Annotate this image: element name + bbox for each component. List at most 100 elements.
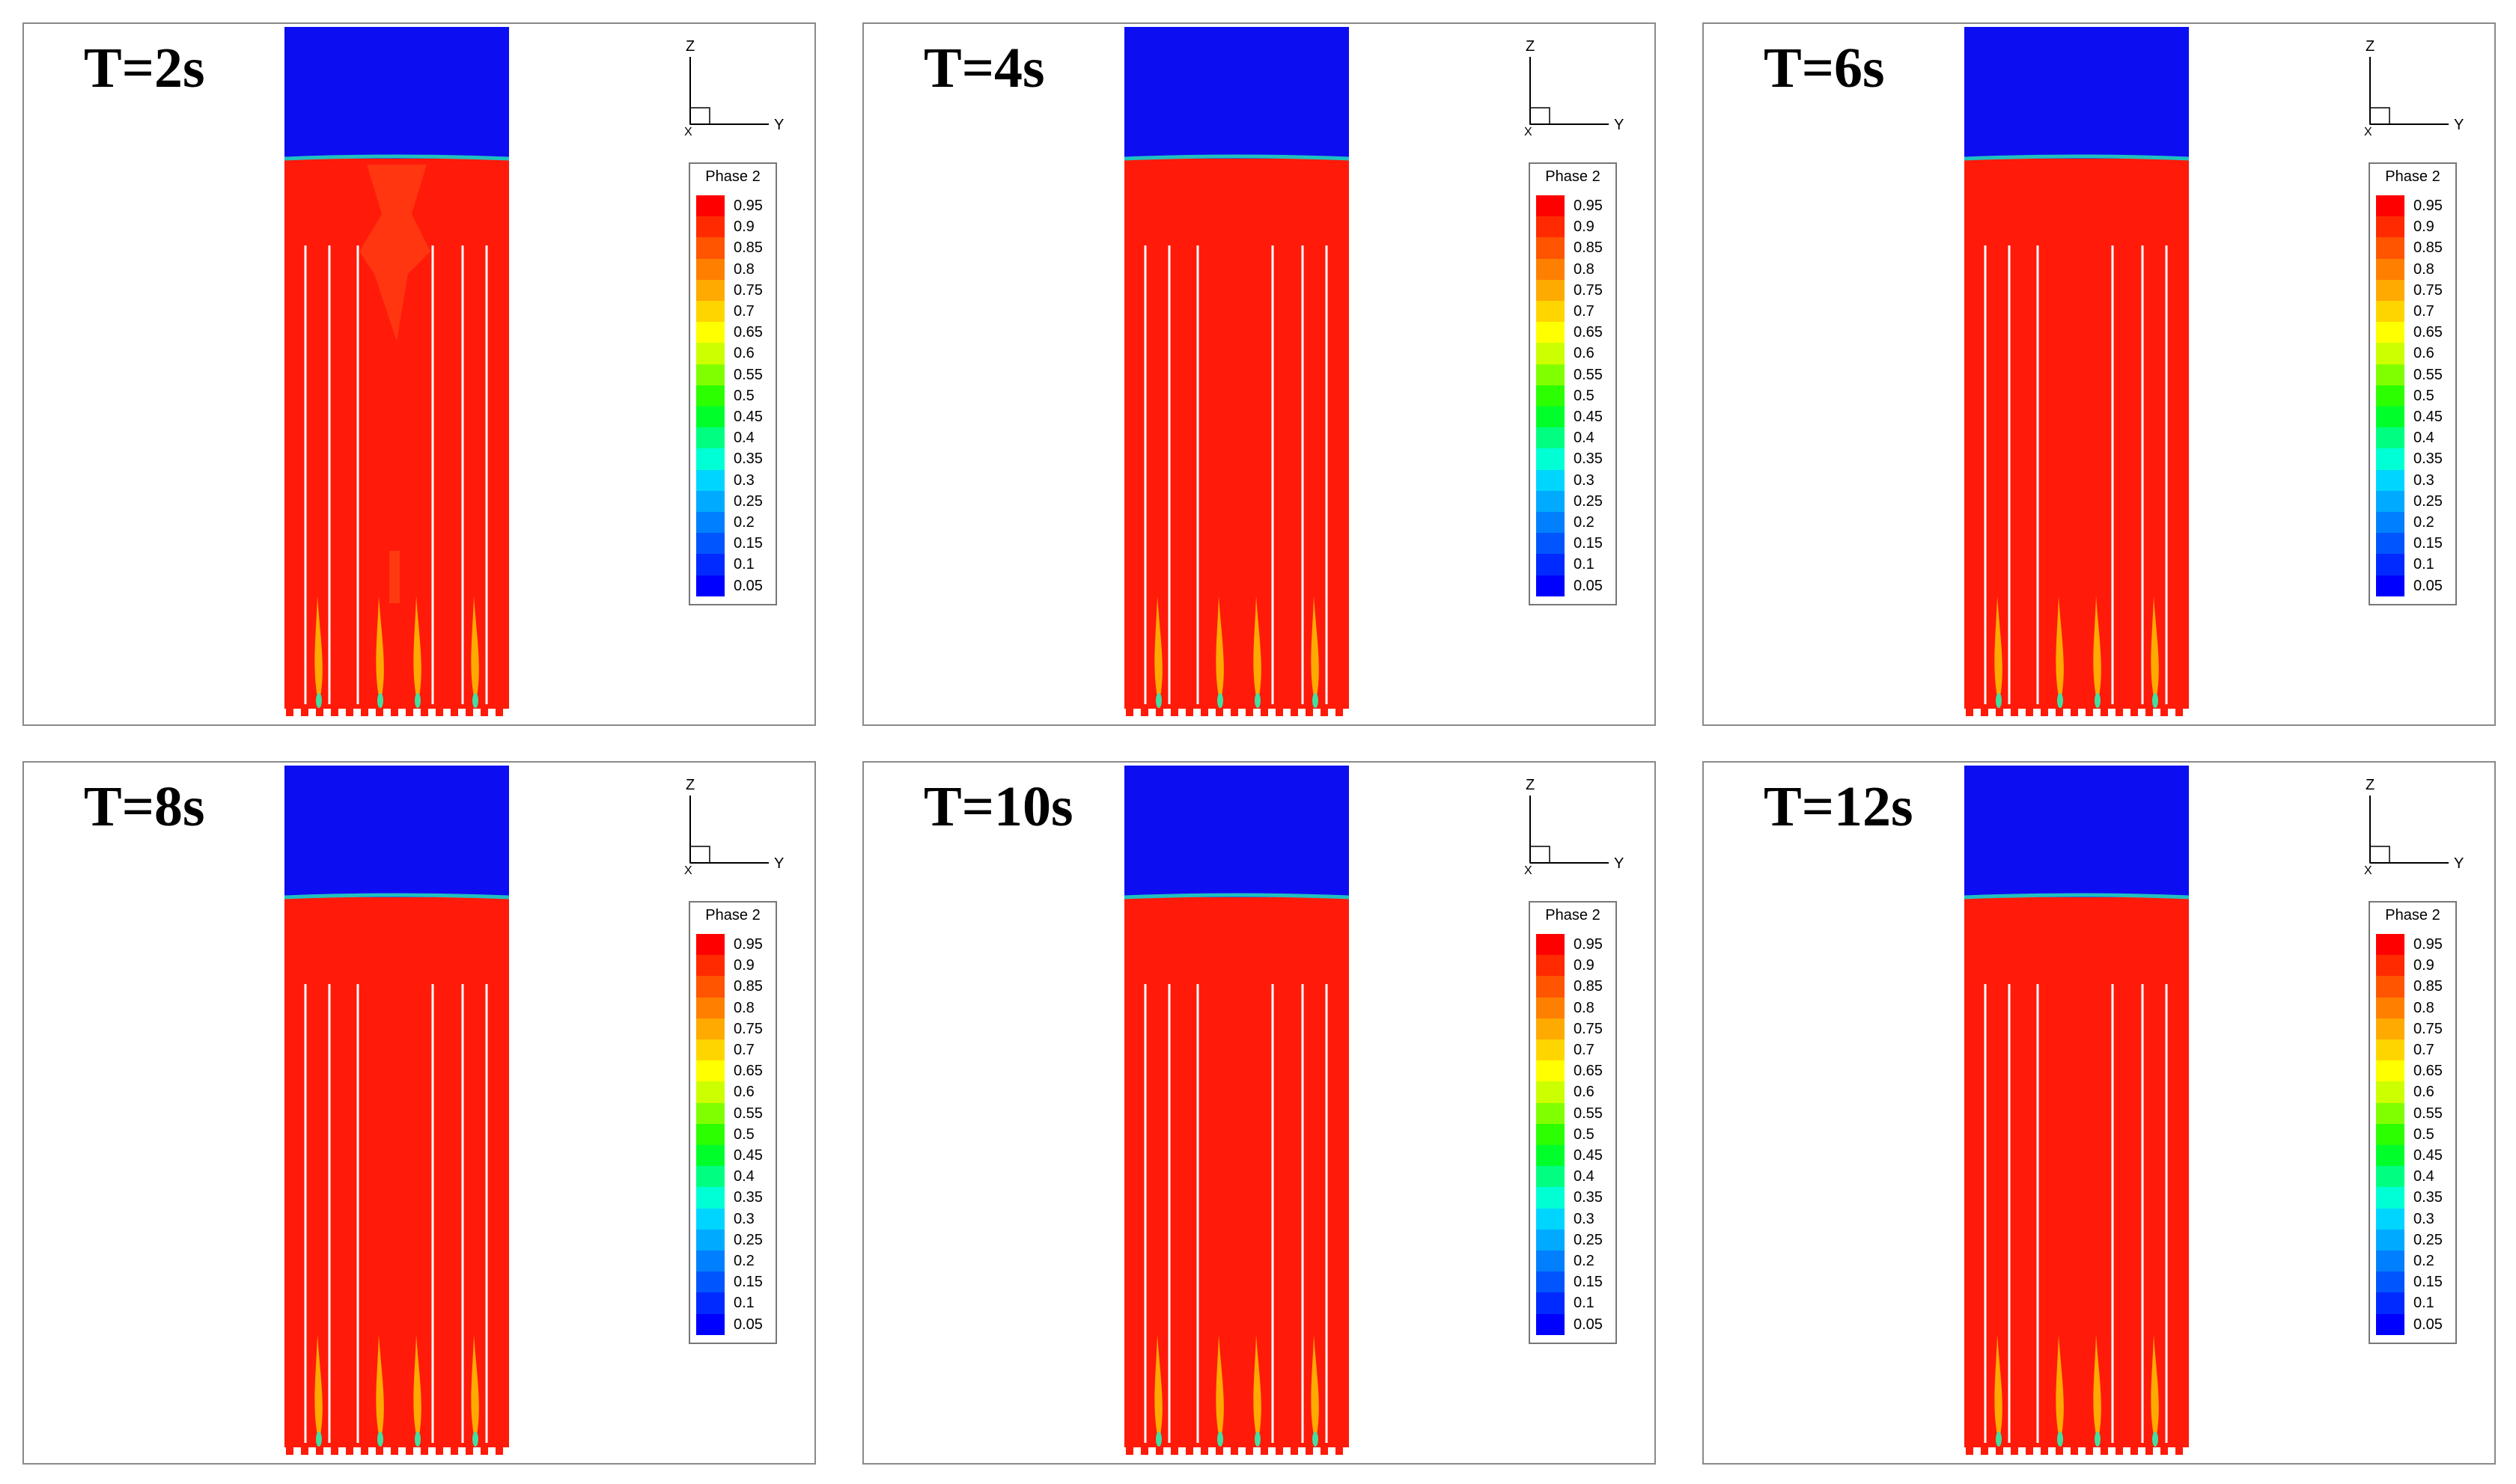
gas-plume xyxy=(1154,1334,1163,1443)
legend-tick-label: 0.35 xyxy=(1574,451,1603,468)
gas-plume xyxy=(1253,1334,1261,1443)
legend-tick-label: 0.65 xyxy=(1574,1063,1603,1080)
x-axis-label: X xyxy=(2364,126,2372,138)
nozzle-notch xyxy=(451,709,458,716)
legend-swatch xyxy=(1536,1123,1565,1146)
legend-swatch xyxy=(1536,301,1565,323)
legend-swatch xyxy=(696,1229,725,1251)
legend-tick-label: 0.15 xyxy=(734,1274,763,1291)
legend-swatch xyxy=(696,1123,725,1146)
nozzle-notch xyxy=(346,709,353,716)
legend-swatch xyxy=(1536,976,1565,998)
legend-tick-label: 0.9 xyxy=(734,957,755,974)
legend-swatch xyxy=(1536,427,1565,449)
free-surface xyxy=(284,893,509,900)
nozzle-notch xyxy=(496,709,503,716)
legend-tick-label: 0.25 xyxy=(734,1231,763,1248)
legend-swatch xyxy=(696,575,725,596)
legend-tick-label: 0.65 xyxy=(2413,1063,2443,1080)
z-axis-label: Z xyxy=(2366,777,2375,793)
legend-swatch xyxy=(696,1039,725,1061)
nozzle-notch xyxy=(1231,1447,1238,1455)
gas-plume xyxy=(314,1334,323,1443)
legend-tick-label: 0.45 xyxy=(1574,409,1603,425)
nozzle-notch xyxy=(436,1447,443,1455)
legend-swatch xyxy=(1536,1229,1565,1251)
legend-tick-label: 0.6 xyxy=(734,1084,755,1101)
free-surface xyxy=(1964,154,2189,161)
nozzle-notch xyxy=(1321,1447,1328,1455)
gas-region xyxy=(1964,27,2189,159)
legend-tick-label: 0.2 xyxy=(734,514,755,531)
legend-swatch xyxy=(696,469,725,491)
legend-swatch xyxy=(696,448,725,470)
legend-title: Phase 2 xyxy=(2385,168,2440,185)
gas-plume xyxy=(1994,1334,2002,1443)
nozzle-notch xyxy=(2116,1447,2123,1455)
legend-swatch xyxy=(2376,469,2404,491)
phase-contour-domain xyxy=(1964,766,2189,1459)
nozzle-notch xyxy=(2071,709,2078,716)
plume-core xyxy=(2095,693,2101,708)
plume-core xyxy=(2057,1432,2063,1447)
legend-swatch xyxy=(1536,364,1565,385)
nozzle-notch xyxy=(2101,709,2108,716)
legend-swatch xyxy=(1536,322,1565,343)
nozzle-notch xyxy=(346,1447,353,1455)
nozzle-notch xyxy=(496,1447,503,1455)
nozzle-notch xyxy=(481,709,488,716)
legend-tick-label: 0.9 xyxy=(2413,957,2434,974)
legend-tick-label: 0.85 xyxy=(2413,978,2443,995)
legend-tick-label: 0.05 xyxy=(2413,1316,2443,1333)
legend-tick-label: 0.25 xyxy=(2413,492,2443,510)
nozzle-notch xyxy=(1276,709,1283,716)
legend-swatch xyxy=(1536,955,1565,977)
nozzle-notch xyxy=(286,1447,293,1455)
nozzle-notch xyxy=(1126,1447,1133,1455)
plume-core xyxy=(415,1432,421,1447)
legend-swatch xyxy=(696,512,725,534)
phase-legend: Phase 2 0.95 0.9 0.85 0.8 0.75 0.7 0.65 0.6 0.55 0… xyxy=(689,162,777,605)
legend-swatch xyxy=(2376,385,2404,407)
legend-swatch xyxy=(1536,1187,1565,1209)
legend-swatch xyxy=(696,216,725,238)
y-axis-label: Y xyxy=(774,117,784,133)
nozzle-notch xyxy=(1246,709,1253,716)
nozzle-notch xyxy=(1981,709,1988,716)
mixing-blob xyxy=(389,551,400,603)
legend-swatch xyxy=(1536,1251,1565,1272)
nozzle-notch xyxy=(331,709,338,716)
contour-panel: T=4s Z Y X Phase 2 0.95 0.9 0.85 0.8 0.75 0.7 0.65 0… xyxy=(862,22,1656,726)
nozzle-notch xyxy=(451,1447,458,1455)
legend-swatch xyxy=(2376,216,2404,238)
phase-contour-domain xyxy=(284,27,509,721)
nozzle-notch xyxy=(1335,709,1343,716)
legend-tick-label: 0.95 xyxy=(2413,936,2443,953)
legend-swatch xyxy=(1536,575,1565,596)
legend-swatch xyxy=(1536,195,1565,217)
legend-tick-label: 0.2 xyxy=(1574,514,1594,531)
legend-tick-label: 0.35 xyxy=(734,1189,763,1206)
legend-swatch xyxy=(1536,237,1565,259)
legend-tick-label: 0.1 xyxy=(2413,556,2434,573)
plume-core xyxy=(1156,693,1162,708)
nozzle-notch xyxy=(421,709,428,716)
time-label: T=4s xyxy=(924,37,1045,100)
legend-swatch xyxy=(2376,1292,2404,1314)
legend-swatch xyxy=(1536,997,1565,1019)
nozzle-notch xyxy=(2071,1447,2078,1455)
nozzle-notch xyxy=(406,1447,413,1455)
legend-tick-label: 0.2 xyxy=(734,1253,755,1269)
nozzle-notch xyxy=(421,1447,428,1455)
z-axis-label: Z xyxy=(686,777,695,793)
legend-swatch xyxy=(1536,1145,1565,1167)
legend-tick-label: 0.1 xyxy=(734,556,755,573)
legend-tick-label: 0.55 xyxy=(2413,366,2443,383)
gas-region xyxy=(284,766,509,897)
nozzle-notch xyxy=(2160,709,2168,716)
legend-swatch xyxy=(1536,385,1565,407)
nozzle-notch xyxy=(2130,709,2138,716)
legend-swatch xyxy=(696,533,725,555)
gas-plume xyxy=(1253,596,1261,704)
nozzle-notch xyxy=(2086,1447,2093,1455)
